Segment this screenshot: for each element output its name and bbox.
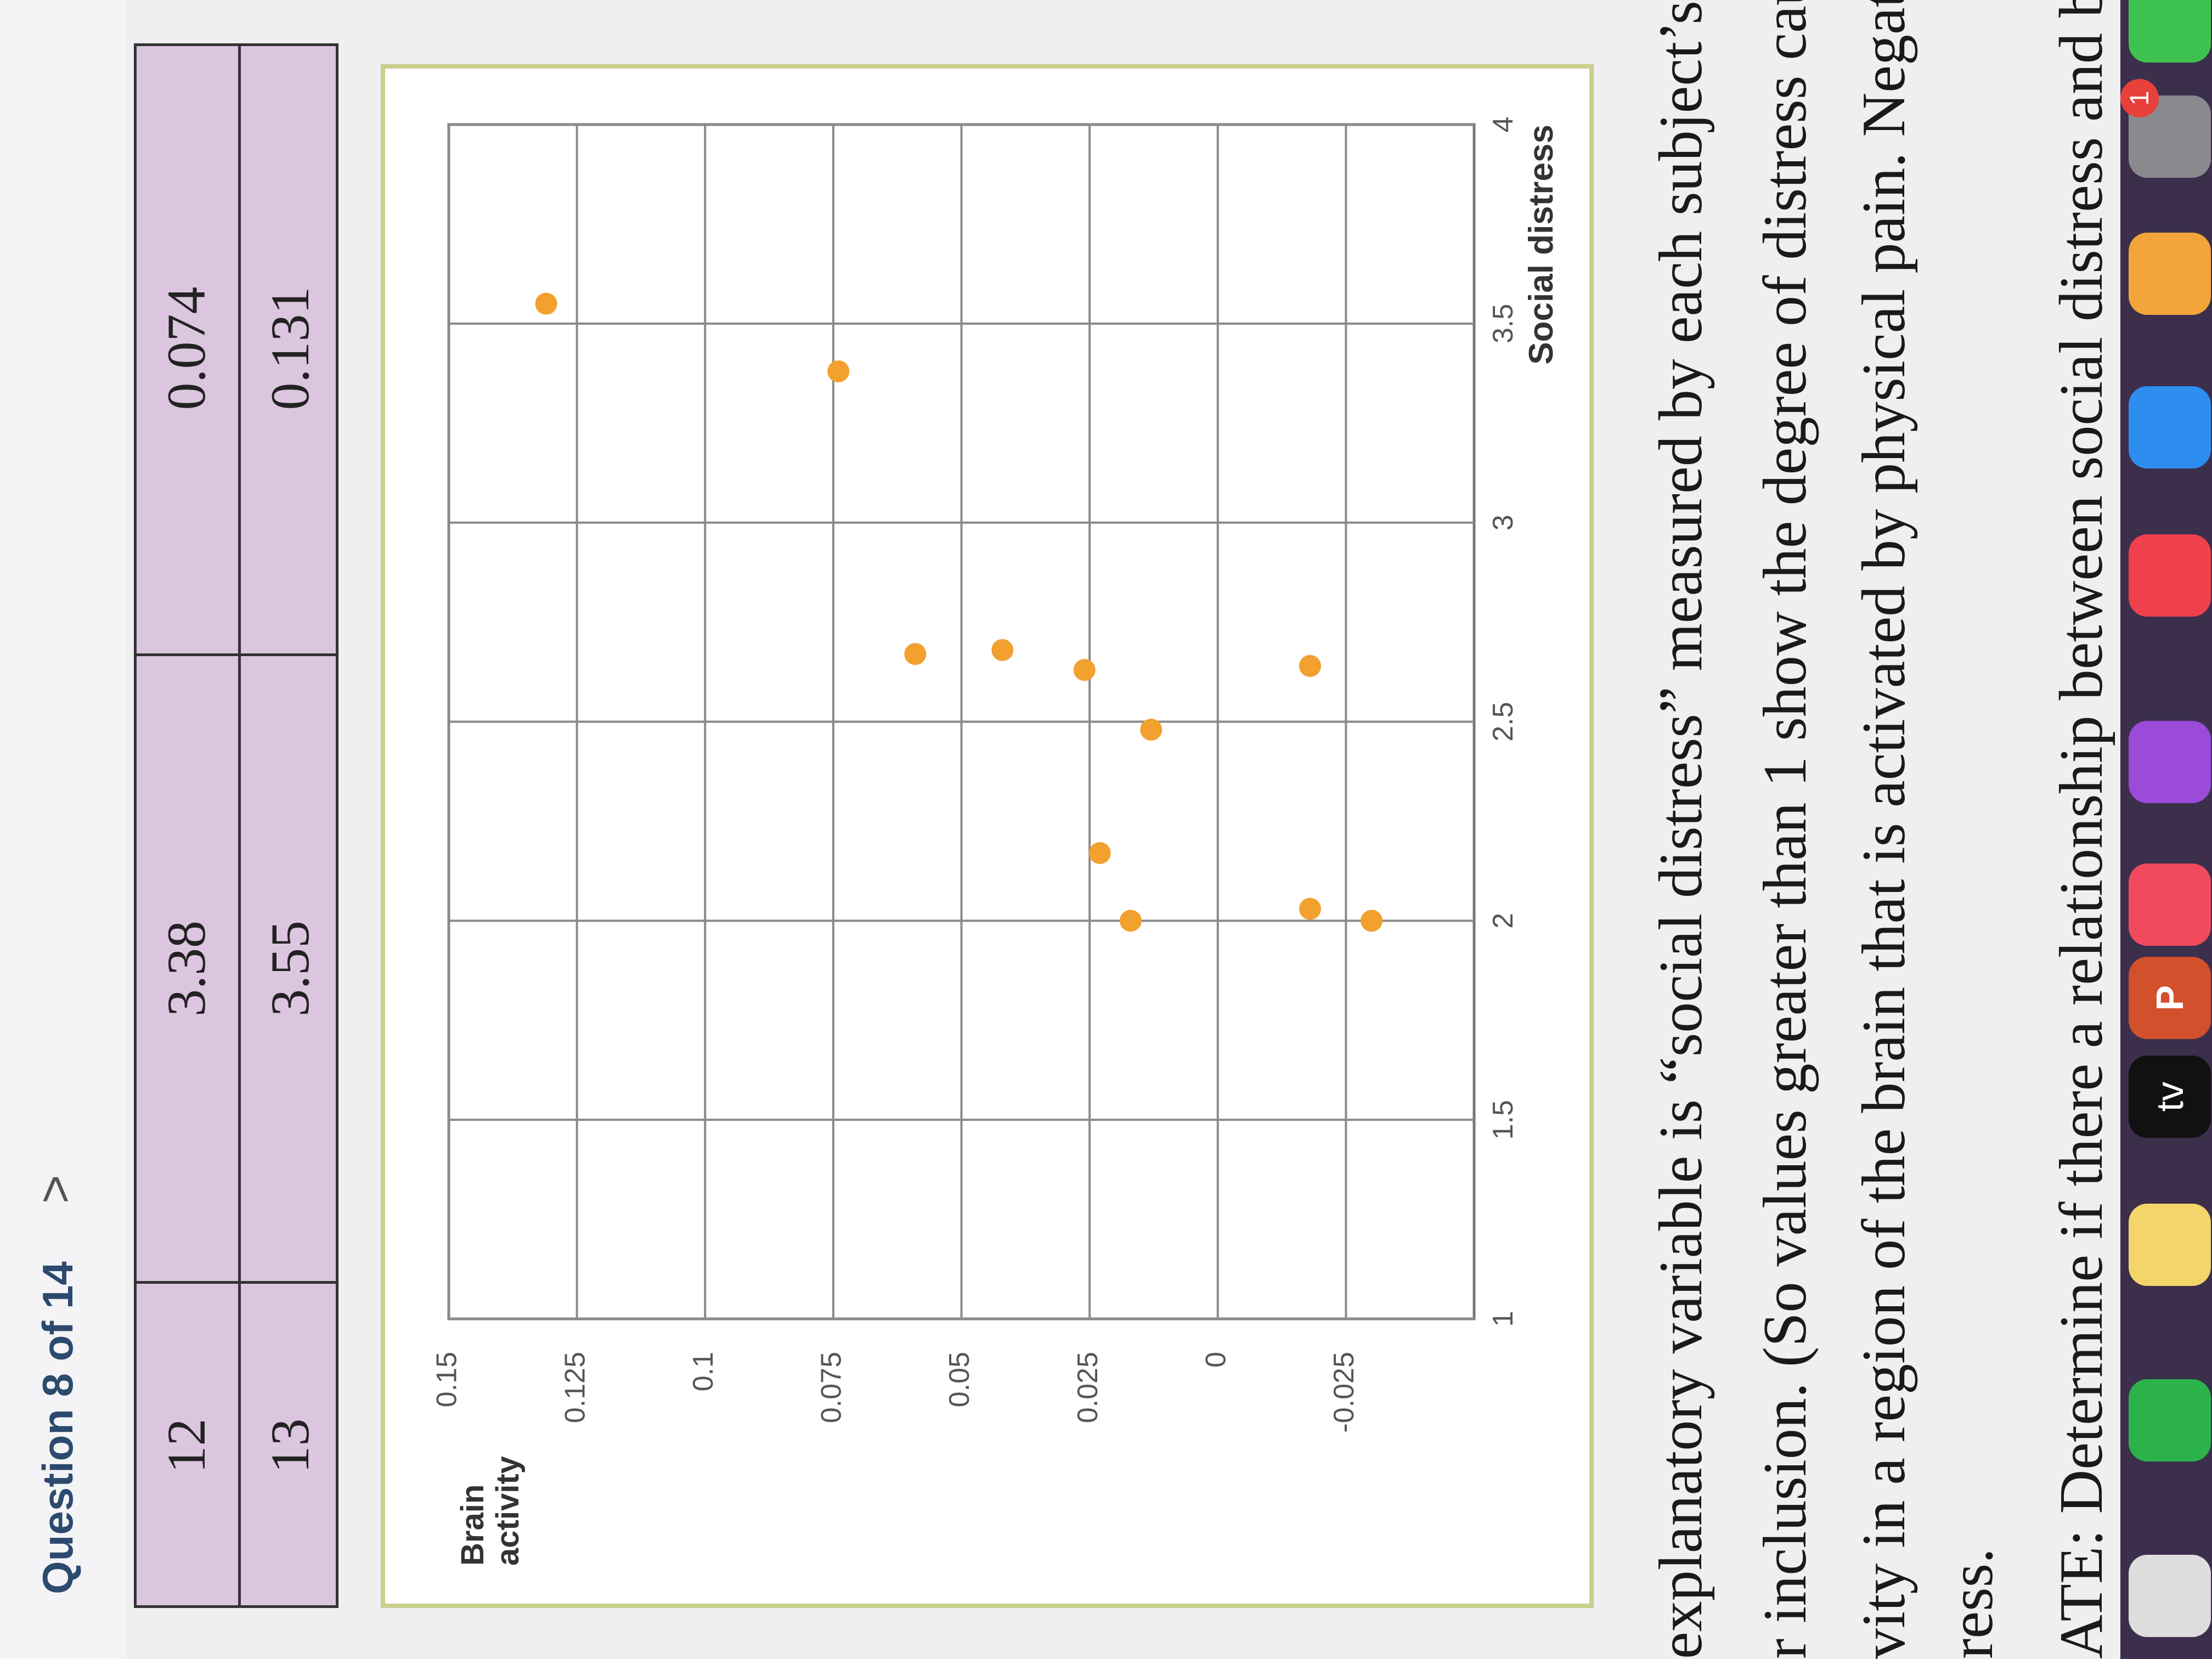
badge: 1 [2120,79,2159,117]
data-point [1299,898,1321,920]
passage-line: r inclusion. (So values greater than 1 s… [1751,0,1819,1659]
y-tick-label: 0.075 [816,1352,848,1423]
dock-icon[interactable] [2129,721,2211,803]
dock-icon[interactable] [2129,0,2211,63]
dock-icon[interactable] [2129,864,2211,946]
data-point [1140,719,1163,741]
passage-line: vity in a region of the brain that is ac… [1850,0,1918,1659]
x-tick-label: 1.5 [1487,1100,1519,1139]
data-point [991,639,1014,661]
y-tick-label: 0.1 [687,1352,719,1391]
dock-icon[interactable] [2129,534,2211,617]
y-tick-label: -0.025 [1328,1352,1360,1432]
passage-line: explanatory variable is “social distress… [1647,1,1715,1659]
x-tick-label: 3 [1487,515,1519,531]
x-tick-label: 4 [1487,117,1519,133]
x-tick-label: 2 [1487,913,1519,929]
data-point [535,292,557,315]
passage-line: ress. [1938,1548,2006,1659]
dock-icon[interactable] [2129,233,2211,315]
data-point [1088,842,1111,864]
y-tick-label: 0.15 [431,1352,463,1407]
data-point [1073,659,1096,681]
y-tick-label: 0.025 [1072,1352,1104,1423]
dock-icon[interactable]: tv [2129,1056,2211,1138]
data-point [827,360,850,382]
dock-icon[interactable] [2129,1555,2211,1637]
data-point [1119,910,1142,932]
y-tick-label: 0.05 [944,1352,975,1407]
y-tick-label: 0 [1200,1352,1232,1368]
x-tick-label: 3.5 [1487,304,1519,343]
chart: Social distress -0.025 0 0.025 0.05 0.075 0.1… [431,117,1560,1433]
dock-icon[interactable] [2129,386,2211,469]
x-axis-label: Social distress [1522,125,1560,365]
x-tick-label: 1 [1487,1311,1519,1327]
dock-icon[interactable] [2129,1204,2211,1286]
x-tick-label: 2.5 [1487,702,1519,741]
dock-icon[interactable] [2129,1379,2211,1462]
data-point [1361,910,1383,932]
passage-line: ATE: Determine if there a relationship b… [2047,0,2115,1659]
y-tick-label: 0.125 [559,1352,591,1423]
data-point [904,643,927,665]
dock-icon[interactable]: P [2129,957,2211,1039]
data-point [1299,654,1321,677]
